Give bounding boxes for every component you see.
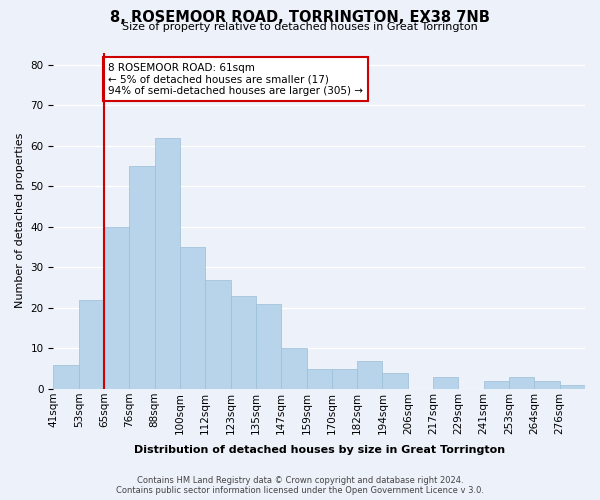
Bar bbox=[560, 385, 585, 389]
Bar bbox=[180, 247, 205, 389]
Bar bbox=[535, 381, 560, 389]
Bar bbox=[155, 138, 180, 389]
Bar bbox=[509, 377, 535, 389]
Bar bbox=[104, 227, 130, 389]
X-axis label: Distribution of detached houses by size in Great Torrington: Distribution of detached houses by size … bbox=[134, 445, 505, 455]
Bar bbox=[332, 368, 357, 389]
Text: Size of property relative to detached houses in Great Torrington: Size of property relative to detached ho… bbox=[122, 22, 478, 32]
Bar bbox=[256, 304, 281, 389]
Bar bbox=[307, 368, 332, 389]
Bar bbox=[484, 381, 509, 389]
Bar bbox=[357, 360, 382, 389]
Bar bbox=[205, 280, 230, 389]
Y-axis label: Number of detached properties: Number of detached properties bbox=[15, 133, 25, 308]
Bar bbox=[433, 377, 458, 389]
Text: 8 ROSEMOOR ROAD: 61sqm
← 5% of detached houses are smaller (17)
94% of semi-deta: 8 ROSEMOOR ROAD: 61sqm ← 5% of detached … bbox=[108, 62, 363, 96]
Bar bbox=[79, 300, 104, 389]
Bar bbox=[382, 373, 408, 389]
Bar bbox=[281, 348, 307, 389]
Bar bbox=[130, 166, 155, 389]
Text: 8, ROSEMOOR ROAD, TORRINGTON, EX38 7NB: 8, ROSEMOOR ROAD, TORRINGTON, EX38 7NB bbox=[110, 10, 490, 25]
Bar bbox=[53, 364, 79, 389]
Bar bbox=[230, 296, 256, 389]
Text: Contains HM Land Registry data © Crown copyright and database right 2024.
Contai: Contains HM Land Registry data © Crown c… bbox=[116, 476, 484, 495]
